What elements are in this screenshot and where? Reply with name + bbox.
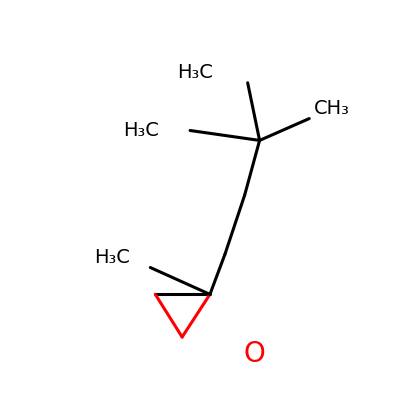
Text: H₃C: H₃C bbox=[124, 121, 160, 140]
Text: O: O bbox=[244, 340, 266, 368]
Text: CH₃: CH₃ bbox=[314, 99, 350, 118]
Text: H₃C: H₃C bbox=[94, 248, 130, 267]
Text: H₃C: H₃C bbox=[177, 63, 213, 82]
